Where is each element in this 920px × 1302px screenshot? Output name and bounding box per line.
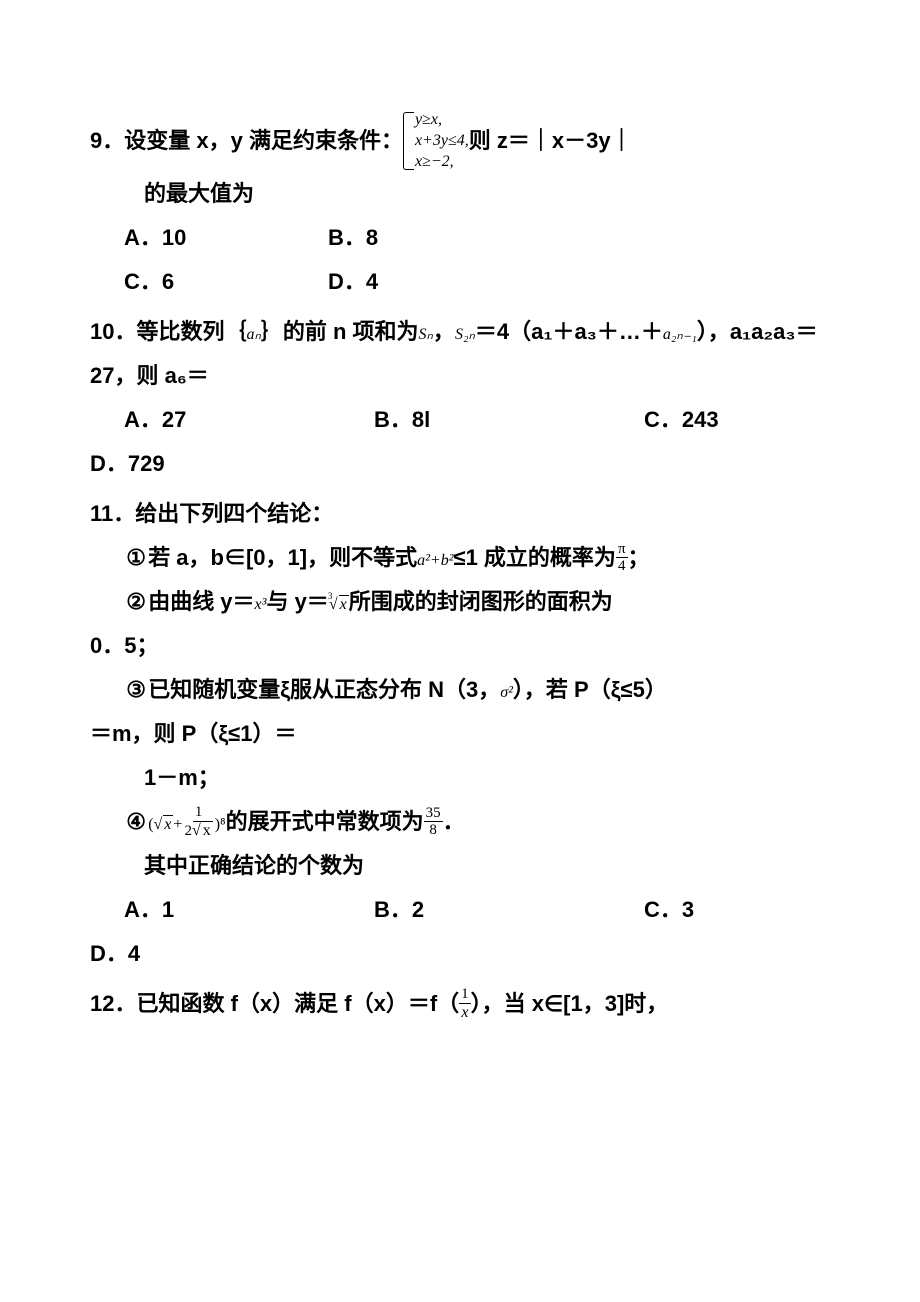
q11-s2-tail1: 所围成的封闭图形的面积为 (349, 589, 613, 614)
q11-s1-frac: π4 (616, 541, 628, 575)
q9-c2: x+3y≤4, (415, 132, 469, 149)
q11-s3-l3: 1－m； (90, 756, 830, 800)
q11-s3-num: ③ (124, 668, 148, 712)
q11-s3-l2: ＝m，则 P（ξ≤1）＝ (90, 712, 830, 756)
q11-s3-l1: ③已知随机变量ξ服从正态分布 N（3，σ²），若 P（ξ≤5） (90, 668, 830, 712)
q11-options-row1: A．1 B．2 C．3 (90, 888, 830, 932)
q11-s4-frac: 12x (182, 804, 214, 839)
q9-optC: C．6 (124, 260, 328, 304)
q10-optB: B．8l (374, 398, 644, 442)
q10-optA: A．27 (124, 398, 374, 442)
q11-optD: D．4 (90, 932, 830, 976)
q9-tail: 则 z＝｜x－3y｜ (469, 119, 633, 163)
q12-pre: 已知函数 f（x）满足 f（x）＝f（ (136, 991, 459, 1016)
q11-s4-mid: 的展开式中常数项为 (226, 809, 424, 834)
q11-s2-root-idx: 3 (328, 587, 333, 605)
q11-optC: C．3 (644, 888, 694, 932)
q10-an: aₙ (247, 326, 261, 343)
q11-s4-ans: 358 (424, 805, 443, 839)
question-9: 9． 设变量 x，y 满足约束条件： y≥x, x+3y≤4, x≥−2, 则 … (90, 110, 830, 304)
question-11: 11．给出下列四个结论： ①若 a，b∈[0，1]，则不等式a²+b²≤1 成立… (90, 492, 830, 976)
q10-number: 10． (90, 319, 136, 344)
q11-s2-num: ② (124, 580, 148, 624)
q11-s3-l1b: ），若 P（ξ≤5） (513, 677, 667, 702)
q11-s3-sigma2: σ² (500, 684, 513, 701)
q11-s2-l2: 0．5； (90, 624, 830, 668)
q9-line1: 9． 设变量 x，y 满足约束条件： y≥x, x+3y≤4, x≥−2, 则 … (90, 110, 830, 172)
q11-s2-root-rad: x (339, 595, 349, 613)
q9-number: 9． (90, 119, 124, 163)
q11-s4-ans-num: 35 (424, 805, 443, 823)
q11-s4-close: )⁸ (215, 816, 226, 833)
q11-optA: A．1 (124, 888, 374, 932)
q10-optD: D．729 (90, 442, 830, 486)
q12-frac-num: 1 (459, 986, 471, 1004)
q10-S2n: S₂ₙ (455, 326, 475, 343)
q10-mid1: ｝的前 n 项和为 (261, 319, 419, 344)
q11-concl: 其中正确结论的个数为 (90, 844, 830, 888)
q11-s4-sqrtx: x (163, 815, 173, 833)
q11-s2-x3: x³ (255, 596, 267, 613)
q11-s4-num: ④ (124, 800, 148, 844)
q11-s1: ①若 a，b∈[0，1]，则不等式a²+b²≤1 成立的概率为π4； (90, 536, 830, 580)
q11-s3-l1a: 已知随机变量ξ服从正态分布 N（3， (148, 677, 500, 702)
q9-optB: B．8 (328, 216, 378, 260)
q10-mid2: ， (433, 319, 455, 344)
q11-s4: ④(x+12x)⁸的展开式中常数项为358． (90, 800, 830, 844)
q11-s2-l1: ②由曲线 y＝x³与 y＝3x所围成的封闭图形的面积为 (90, 580, 830, 624)
q12-frac: 1x (459, 986, 471, 1021)
q11-s2-pre: 由曲线 y＝ (148, 589, 254, 614)
q11-s4-ans-den: 8 (427, 822, 439, 839)
q11-s1-expr: a²+b² (417, 552, 453, 569)
q11-s4-plus: + (173, 816, 182, 833)
q11-s2-root: 3x (329, 589, 349, 621)
q11-s1-pre: 若 a，b∈[0，1]，则不等式 (148, 545, 417, 570)
q10-options-row1: A．27 B．8l C．243 (90, 398, 830, 442)
q11-s1-frac-num: π (616, 541, 628, 559)
q10-optC: C．243 (644, 398, 719, 442)
q11-s4-frac-den: 2x (182, 822, 214, 840)
q9-c3: x≥−2, (415, 153, 454, 170)
q10-pre: 等比数列｛ (136, 319, 246, 344)
q9-lead: 设变量 x，y 满足约束条件： (124, 119, 403, 163)
q11-s4-tail: ． (443, 809, 465, 834)
q11-s1-frac-den: 4 (616, 558, 628, 575)
q9-options-row1: A．10 B．8 (90, 216, 830, 260)
q12-tail: ），当 x∈[1，3]时， (471, 991, 669, 1016)
q9-tail2: 的最大值为 (90, 172, 830, 216)
question-12: 12．已知函数 f（x）满足 f（x）＝f（1x），当 x∈[1，3]时， (90, 982, 830, 1026)
q9-options-row2: C．6 D．4 (90, 260, 830, 304)
q11-s1-num: ① (124, 536, 148, 580)
q9-c1: y≥x, (415, 111, 442, 128)
q11-s1-tail: ； (628, 545, 650, 570)
q11-s1-mid: ≤1 成立的概率为 (454, 545, 616, 570)
q9-constraints: y≥x, x+3y≤4, x≥−2, (403, 110, 469, 172)
q12-frac-den: x (459, 1004, 470, 1022)
q10-Sn: Sₙ (419, 326, 433, 343)
q11-number: 11． (90, 501, 135, 526)
q11-s4-frac-num: 1 (193, 804, 205, 822)
q11-s4-sqrt: x (154, 809, 174, 841)
q11-optB: B．2 (374, 888, 644, 932)
question-10: 10．等比数列｛aₙ｝的前 n 项和为Sₙ，S₂ₙ＝4（a₁＋a₃＋…＋a₂ₙ₋… (90, 310, 830, 486)
q12-number: 12． (90, 991, 136, 1016)
q10-mid3: ＝4（a₁＋a₃＋…＋ (475, 319, 663, 344)
q11-s2-mid: 与 y＝ (266, 589, 328, 614)
q10-a2n1: a₂ₙ₋₁ (663, 326, 697, 343)
q9-optA: A．10 (124, 216, 328, 260)
q9-optD: D．4 (328, 260, 378, 304)
q11-lead: 给出下列四个结论： (135, 501, 333, 526)
